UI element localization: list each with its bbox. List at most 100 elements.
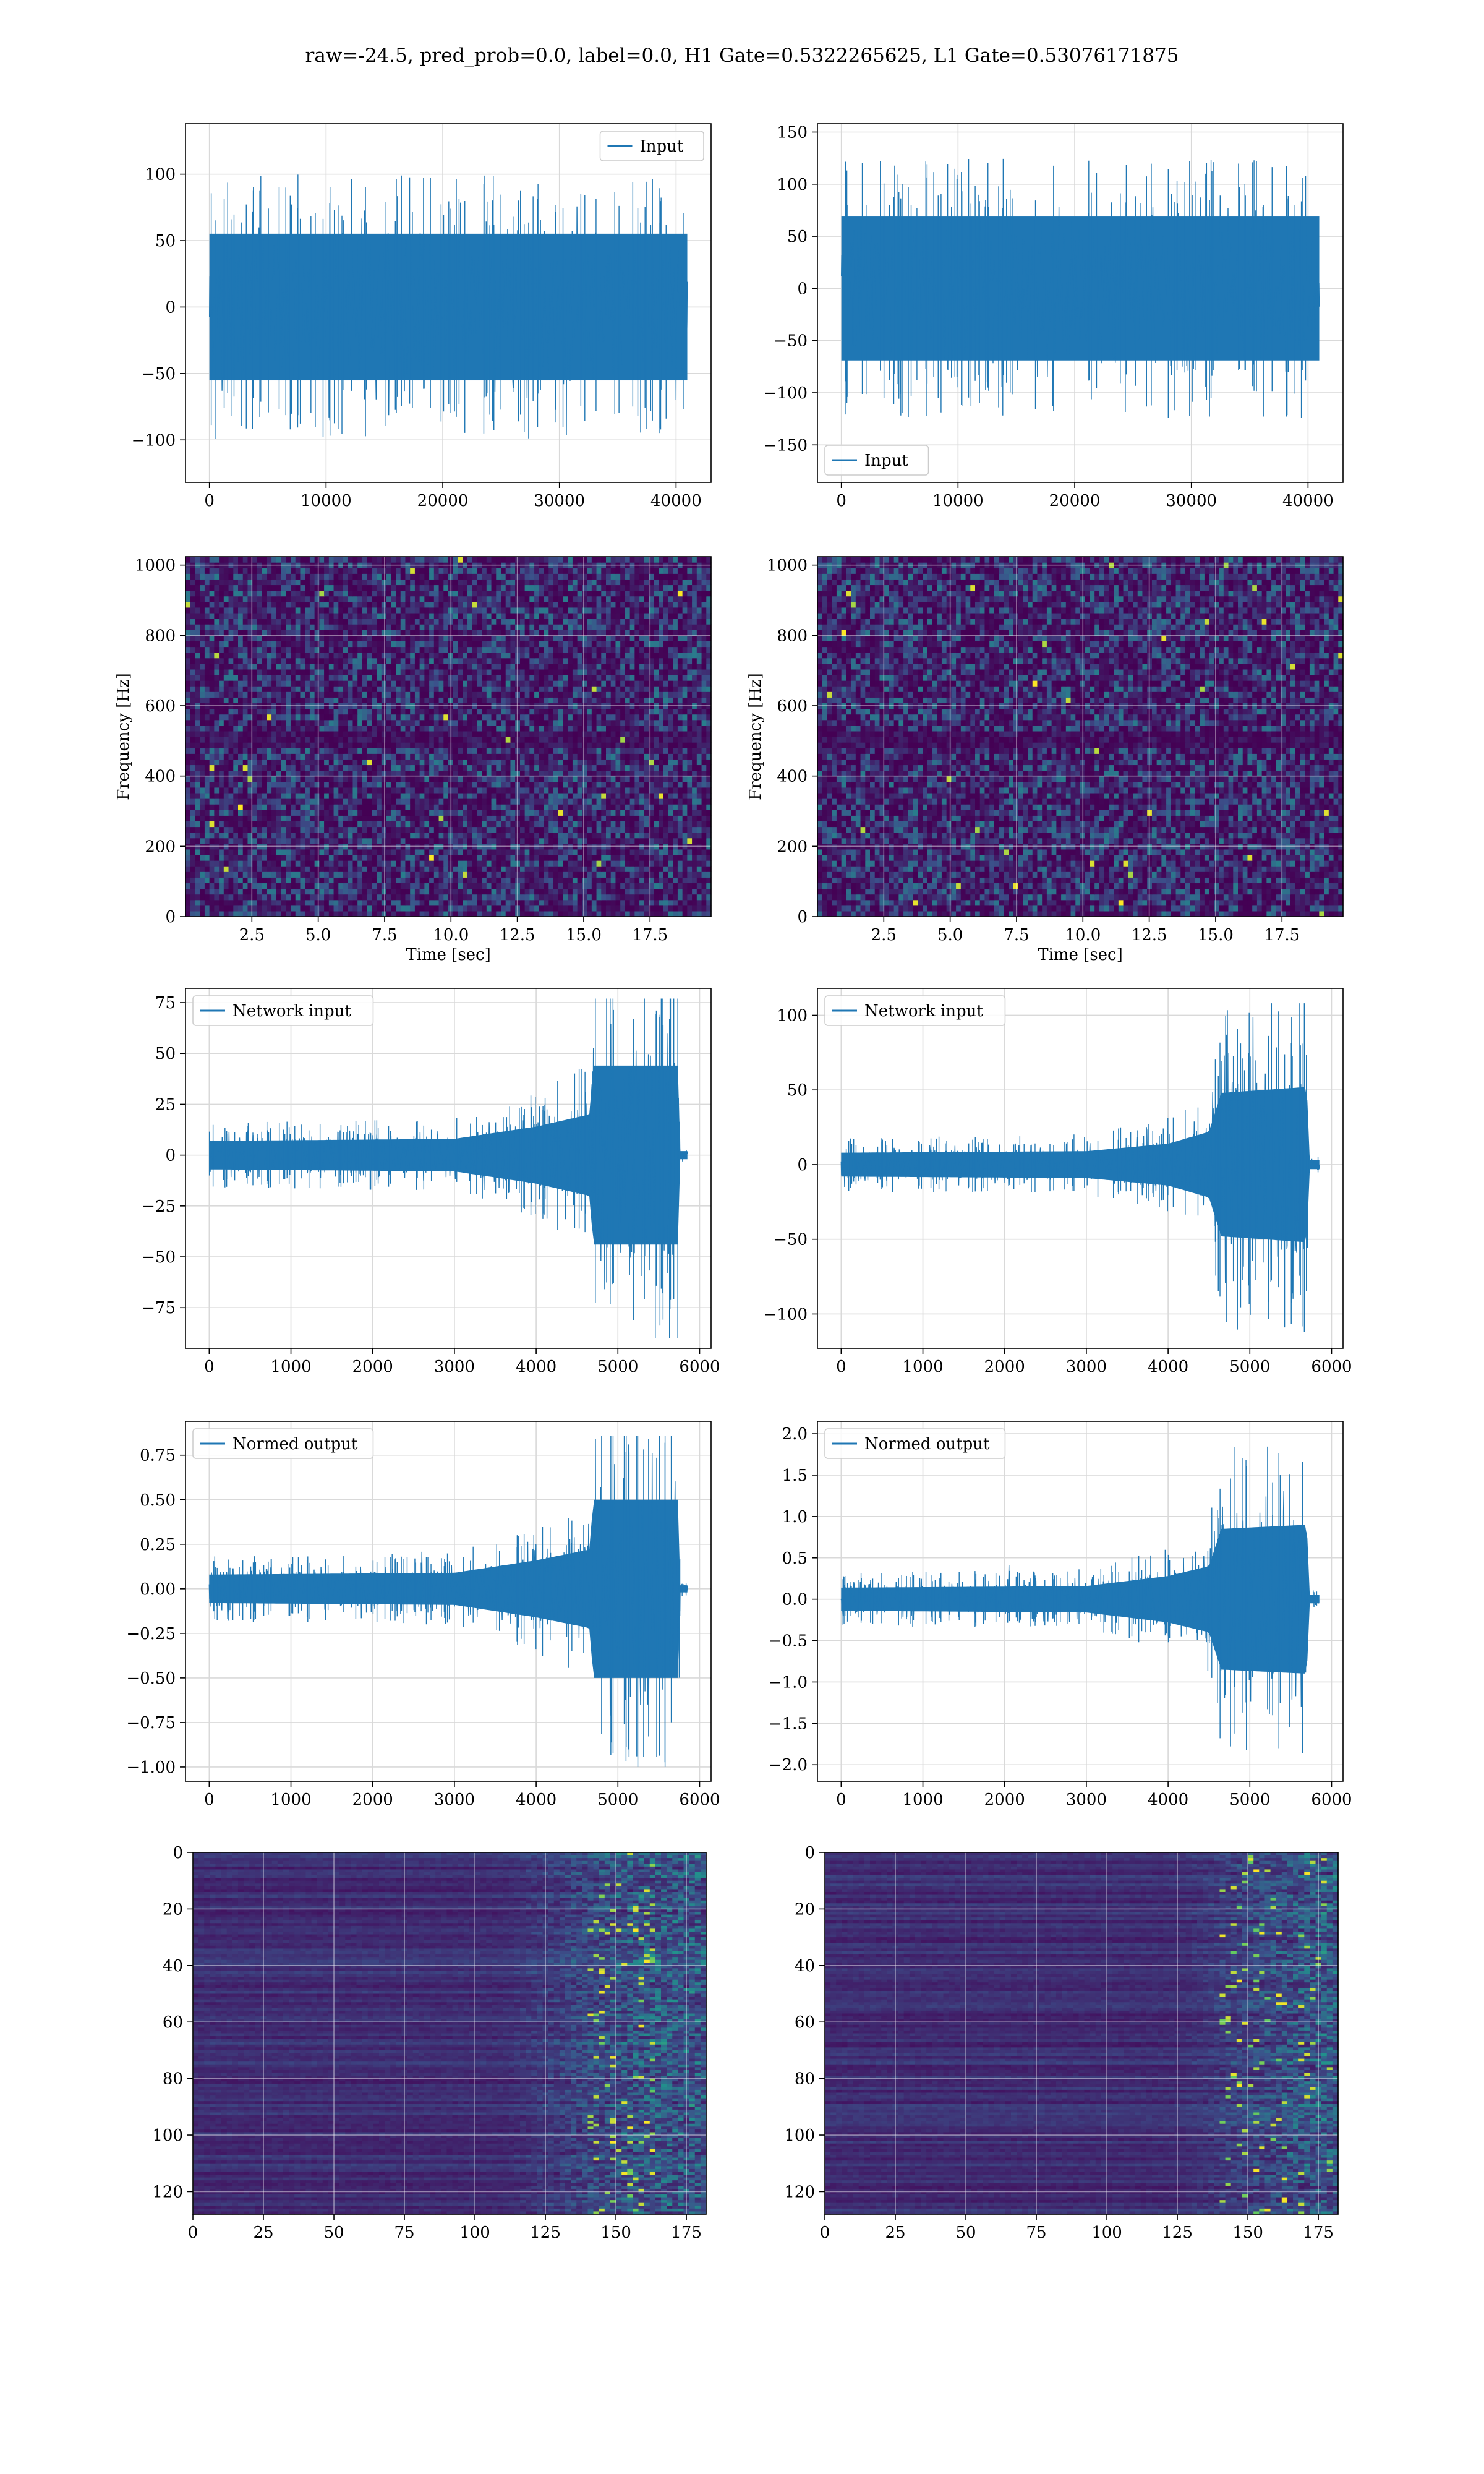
heatmap-cell [186, 787, 190, 794]
heatmap-cell [492, 714, 497, 721]
heatmap-cell [229, 860, 234, 867]
heatmap-cell [372, 709, 377, 715]
heatmap-cell [424, 691, 429, 698]
heatmap-cell [529, 810, 534, 816]
heatmap-cell [668, 815, 673, 821]
heatmap-cell [214, 686, 219, 692]
heatmap-cell [625, 691, 630, 698]
heatmap-cell [372, 697, 377, 703]
heatmap-cell [654, 804, 659, 810]
heatmap-cell [367, 833, 372, 839]
heatmap-cell [443, 911, 448, 917]
heatmap-cell [190, 748, 195, 754]
heatmap-cell [525, 827, 530, 833]
heatmap-cell [578, 905, 582, 912]
heatmap-cell [233, 804, 238, 810]
heatmap-cell [315, 911, 320, 917]
heatmap-cell [324, 883, 329, 889]
heatmap-cell [553, 815, 558, 821]
heatmap-cell [434, 883, 439, 889]
heatmap-cell [319, 764, 324, 771]
heatmap-cell [510, 720, 515, 726]
heatmap-cell [190, 855, 195, 861]
heatmap-cell [262, 787, 267, 794]
heatmap-cell [305, 889, 310, 895]
heatmap-cell [367, 764, 372, 771]
heatmap-cell [529, 804, 534, 810]
heatmap-cell [573, 753, 578, 760]
heatmap-cell [601, 691, 606, 698]
heatmap-cell [281, 900, 286, 906]
heatmap-cell [592, 697, 597, 703]
heatmap-cell [281, 894, 286, 901]
heatmap-cell [673, 911, 678, 917]
heatmap-cell [539, 798, 544, 805]
heatmap-cell [386, 782, 391, 788]
heatmap-cell [315, 726, 320, 732]
heatmap-cell [553, 900, 558, 906]
heatmap-cell [492, 838, 497, 844]
heatmap-cell [200, 793, 205, 799]
heatmap-cell [195, 871, 200, 878]
heatmap-cell [558, 894, 563, 901]
heatmap-cell [352, 720, 357, 726]
heatmap-cell [625, 776, 630, 782]
heatmap-cell [190, 737, 195, 743]
heatmap-cell [520, 804, 525, 810]
heatmap-cell [205, 866, 210, 872]
heatmap-cell [625, 833, 630, 839]
heatmap-cell [544, 855, 549, 861]
heatmap-cell [190, 686, 195, 692]
heatmap-cell [606, 737, 611, 743]
heatmap-cell [625, 782, 630, 788]
heatmap-cell [539, 686, 544, 692]
heatmap-cell [329, 838, 334, 844]
heatmap-cell [434, 821, 439, 827]
heatmap-cell [367, 737, 372, 743]
heatmap-cell [663, 838, 668, 844]
heatmap-cell [659, 787, 663, 794]
heatmap-cell [281, 821, 286, 827]
heatmap-cell [334, 804, 339, 810]
heatmap-cell [405, 849, 410, 855]
heatmap-cell [487, 771, 492, 777]
heatmap-cell [338, 889, 343, 895]
heatmap-cell [410, 771, 415, 777]
heatmap-cell [529, 709, 534, 715]
heatmap-cell [391, 827, 396, 833]
heatmap-cell [291, 821, 296, 827]
heatmap-cell [195, 771, 200, 777]
heatmap-cell [233, 771, 238, 777]
heatmap-cell [668, 889, 673, 895]
heatmap-cell [639, 833, 644, 839]
heatmap-cell [496, 748, 501, 754]
heatmap-cell [357, 686, 362, 692]
x-tick-label: 20000 [1049, 492, 1101, 510]
heatmap-cell [625, 894, 630, 901]
heatmap-cell [453, 782, 458, 788]
heatmap-cell [405, 709, 410, 715]
heatmap-cell [611, 680, 616, 687]
heatmap-cell [291, 776, 296, 782]
heatmap-cell [529, 714, 534, 721]
heatmap-cell [544, 827, 549, 833]
heatmap-cell [348, 787, 353, 794]
heatmap-cell [319, 827, 324, 833]
heatmap-cell [611, 731, 616, 737]
heatmap-cell [200, 855, 205, 861]
heatmap-cell [668, 855, 673, 861]
heatmap-cell [597, 838, 602, 844]
heatmap-cell [620, 810, 625, 816]
heatmap-cell [615, 793, 620, 799]
heatmap-cell [286, 753, 291, 760]
heatmap-cell [195, 900, 200, 906]
heatmap-cell [501, 911, 506, 917]
heatmap-cell [534, 731, 539, 737]
heatmap-cell [573, 883, 578, 889]
heatmap-cell [357, 815, 362, 821]
heatmap-cell [659, 849, 663, 855]
heatmap-cell [534, 748, 539, 754]
heatmap-cell [415, 764, 420, 771]
heatmap-cell [477, 759, 482, 765]
heatmap-cell [620, 776, 625, 782]
